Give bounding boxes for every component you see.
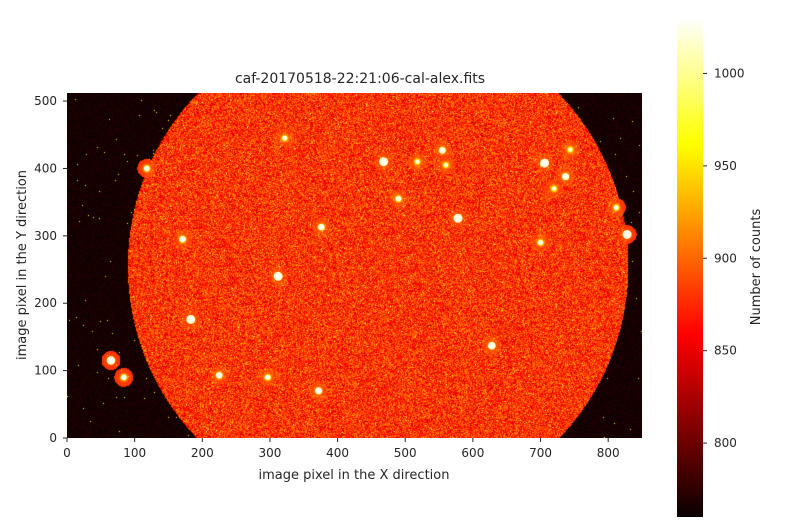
x-tick-label: 800 xyxy=(597,446,620,460)
star-point xyxy=(614,205,619,210)
star-point xyxy=(106,356,116,365)
x-tick-label: 100 xyxy=(123,446,146,460)
y-tick-label: 100 xyxy=(34,364,57,378)
colorbar-label: Number of counts xyxy=(749,209,764,326)
star-point xyxy=(282,135,287,141)
star-point xyxy=(488,341,496,350)
star-point xyxy=(568,147,573,152)
x-tick-label: 0 xyxy=(63,446,71,460)
star-point xyxy=(552,186,556,191)
x-tick-label: 700 xyxy=(529,446,552,460)
colorbar-tick-label: 950 xyxy=(714,159,737,173)
y-tick-label: 300 xyxy=(34,229,57,243)
star-marks xyxy=(106,135,632,395)
x-tick-label: 600 xyxy=(461,446,484,460)
colorbar: 800 850 900 950 1000 Number of counts xyxy=(677,18,764,517)
star-point xyxy=(444,163,448,167)
y-axis-ticks: 0 100 200 300 400 500 xyxy=(34,94,67,445)
star-point xyxy=(315,387,323,395)
star-point xyxy=(622,230,632,239)
star-point xyxy=(121,374,127,381)
colorbar-tick-label: 1000 xyxy=(714,66,745,80)
colorbar-tick-label: 800 xyxy=(714,436,737,450)
colorbar-tick-label: 850 xyxy=(714,344,737,358)
x-tick-label: 400 xyxy=(326,446,349,460)
star-point xyxy=(562,173,570,181)
star-point xyxy=(415,159,420,164)
star-point xyxy=(144,165,150,172)
y-tick-label: 500 xyxy=(34,94,57,108)
y-tick-label: 200 xyxy=(34,296,57,310)
x-axis-label: image pixel in the X direction xyxy=(259,468,450,483)
y-tick-label: 0 xyxy=(49,431,57,445)
x-axis-ticks: 0 100 200 300 400 500 600 700 800 xyxy=(63,438,620,460)
star-point xyxy=(540,158,550,168)
chart-title: caf-20170518-22:21:06-cal-alex.fits xyxy=(235,71,485,87)
star-point xyxy=(395,196,402,202)
star-point xyxy=(379,157,389,167)
x-tick-label: 200 xyxy=(191,446,214,460)
star-point xyxy=(538,240,543,246)
x-tick-label: 300 xyxy=(258,446,281,460)
heatmap-image xyxy=(67,93,642,438)
star-point xyxy=(273,271,283,281)
star-point xyxy=(318,223,325,231)
star-point xyxy=(179,236,186,243)
x-tick-label: 500 xyxy=(394,446,417,460)
plot-area xyxy=(67,93,642,438)
colorbar-ticks: 800 850 900 950 1000 xyxy=(703,66,745,450)
star-point xyxy=(265,374,271,380)
star-point xyxy=(453,213,463,223)
colorbar-gradient xyxy=(677,18,703,517)
colorbar-tick-label: 900 xyxy=(714,251,737,265)
y-axis-label: image pixel in the Y direction xyxy=(15,170,30,360)
star-point xyxy=(439,147,446,154)
star-point xyxy=(186,314,196,324)
star-point xyxy=(216,372,223,379)
y-tick-label: 400 xyxy=(34,161,57,175)
